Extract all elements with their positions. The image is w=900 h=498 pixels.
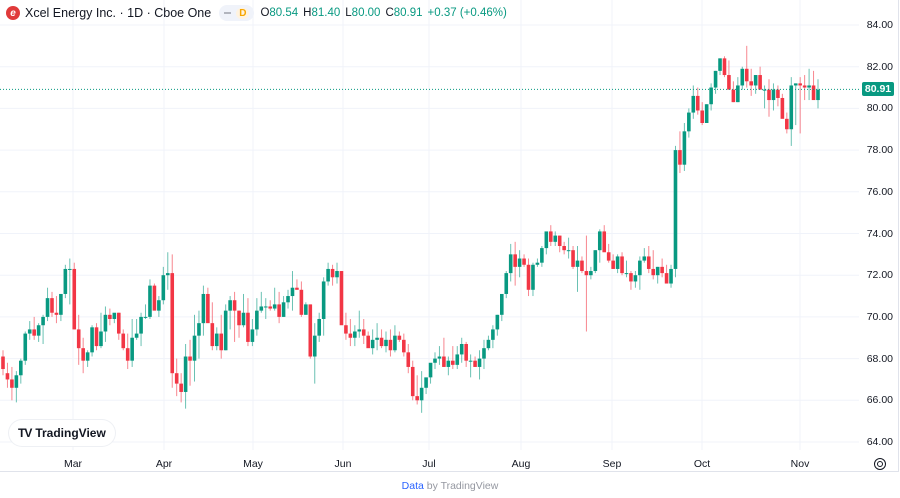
attribution-text: by TradingView	[423, 480, 499, 492]
low-value: 80.00	[351, 7, 381, 19]
price-tick-label: 64.00	[866, 436, 893, 448]
settings-gear-icon[interactable]	[874, 458, 886, 470]
minus-icon	[224, 12, 232, 14]
price-tick-label: 82.00	[866, 60, 893, 73]
price-axis[interactable]: 84.00 82.00 80.00 78.00 76.00 74.00 72.00 70.00…	[859, 0, 899, 450]
time-tick-label: Apr	[155, 458, 173, 470]
attribution-footer: Data by TradingView	[0, 480, 900, 492]
price-tick-label: 78.00	[866, 144, 893, 157]
price-tick-label: 66.00	[866, 394, 893, 407]
chart-legend: e Xcel Energy Inc. · 1D · Cboe One D O80…	[0, 0, 507, 26]
chart-frame	[0, 0, 899, 472]
candlestick-series	[1, 45, 820, 413]
time-tick-label: Jul	[422, 458, 436, 470]
tradingview-logo-icon: TV	[18, 426, 32, 440]
price-tick-label: 76.00	[866, 185, 893, 198]
tradingview-watermark[interactable]: TV TradingView	[9, 420, 115, 446]
time-tick-label: Sep	[602, 458, 622, 470]
open-label: O	[260, 7, 270, 19]
last-price-tag: 80.91	[862, 82, 894, 97]
ohlc-values: O80.54 H81.40 L80.00 C80.91 +0.37 (+0.46…	[260, 7, 506, 19]
high-value: 81.40	[311, 7, 341, 19]
watermark-text: TradingView	[35, 426, 106, 440]
time-tick-label: Nov	[790, 458, 810, 470]
time-tick-label: Oct	[693, 458, 711, 470]
price-tick-label: 72.00	[866, 269, 893, 282]
close-value: 80.91	[393, 7, 423, 19]
time-tick-label: May	[243, 458, 263, 470]
time-tick-label: Aug	[511, 458, 531, 470]
price-tick-label: 68.00	[866, 352, 893, 365]
close-label: C	[385, 7, 394, 19]
low-label: L	[345, 7, 352, 19]
data-link[interactable]: Data	[401, 480, 424, 492]
price-tick-label: 80.00	[866, 102, 893, 115]
price-tick-label: 84.00	[866, 19, 893, 31]
time-tick-label: Mar	[63, 458, 83, 470]
symbol-title[interactable]: Xcel Energy Inc. · 1D · Cboe One	[25, 6, 212, 20]
open-value: 80.54	[269, 7, 299, 19]
time-tick-label: Jun	[334, 458, 352, 470]
price-tick-label: 70.00	[866, 310, 893, 323]
market-status-badge[interactable]: D	[219, 5, 255, 21]
grid-lines	[0, 0, 859, 450]
xcel-energy-logo-icon: e	[6, 6, 20, 20]
delayed-data-badge: D	[236, 7, 250, 19]
chart-plot-area[interactable]	[0, 0, 859, 450]
price-tick-label: 74.00	[866, 227, 893, 240]
high-label: H	[303, 7, 312, 19]
price-change: +0.37 (+0.46%)	[427, 7, 507, 19]
